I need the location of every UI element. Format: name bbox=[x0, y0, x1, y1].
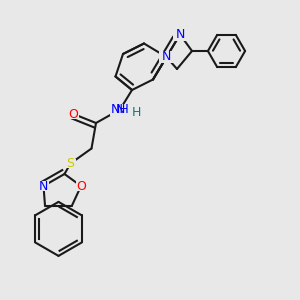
FancyBboxPatch shape bbox=[110, 103, 130, 116]
Text: O: O bbox=[76, 179, 86, 193]
Text: N: N bbox=[115, 103, 125, 116]
Text: N: N bbox=[175, 28, 185, 41]
FancyBboxPatch shape bbox=[132, 106, 141, 116]
FancyBboxPatch shape bbox=[172, 28, 188, 40]
Text: N: N bbox=[39, 179, 48, 193]
Text: NH: NH bbox=[111, 103, 129, 116]
FancyBboxPatch shape bbox=[133, 107, 140, 117]
FancyBboxPatch shape bbox=[76, 181, 86, 191]
FancyBboxPatch shape bbox=[38, 181, 49, 191]
FancyBboxPatch shape bbox=[159, 51, 174, 63]
Text: N: N bbox=[162, 50, 171, 64]
FancyBboxPatch shape bbox=[68, 109, 79, 119]
Text: S: S bbox=[67, 157, 74, 170]
FancyBboxPatch shape bbox=[116, 104, 124, 114]
Text: H: H bbox=[132, 106, 141, 119]
Text: O: O bbox=[69, 107, 78, 121]
FancyBboxPatch shape bbox=[65, 158, 76, 168]
